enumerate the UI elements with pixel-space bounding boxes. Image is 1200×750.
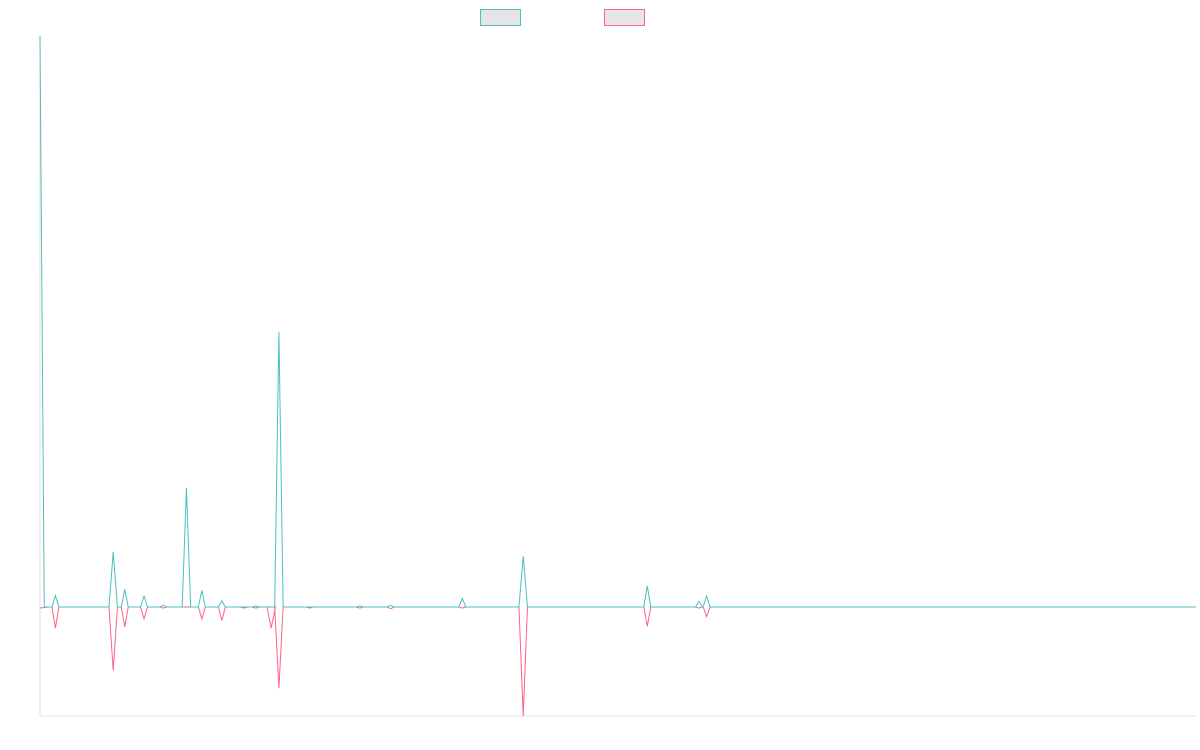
chart-series <box>39 35 1196 717</box>
legend-swatch-b[interactable] <box>604 9 645 26</box>
series-line-a <box>39 35 1196 608</box>
legend-swatch-a[interactable] <box>480 9 521 26</box>
chart-axes <box>39 36 1196 717</box>
series-line-b <box>39 606 1196 717</box>
chart-legend[interactable] <box>480 9 645 26</box>
